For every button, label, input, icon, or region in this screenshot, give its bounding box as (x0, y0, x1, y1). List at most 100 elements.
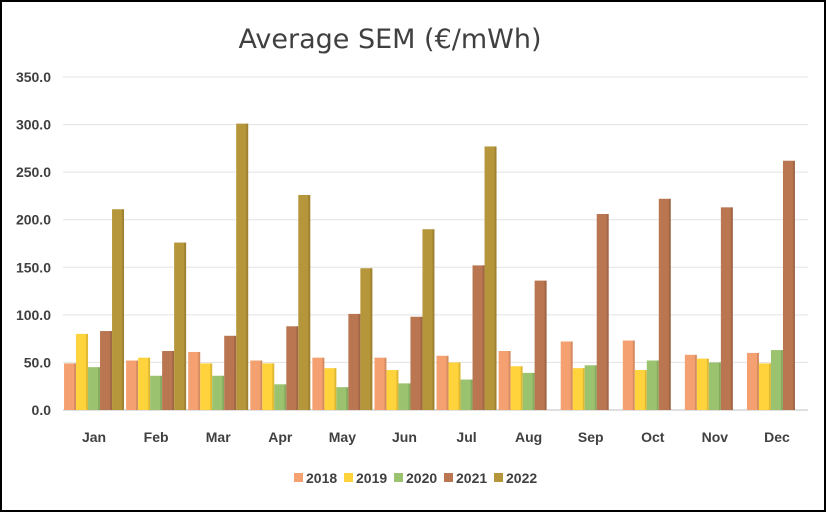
legend-swatch (494, 473, 503, 482)
legend-swatch (344, 473, 353, 482)
bar-2020-feb (150, 375, 163, 410)
x-tick-label: Sep (578, 429, 604, 445)
x-tick-label: Apr (268, 429, 293, 445)
bar-shade (792, 160, 795, 410)
bar-2021-jan (100, 331, 113, 410)
x-tick-label: Feb (144, 429, 169, 445)
bar-shade (358, 313, 361, 410)
bar-2019-jul (448, 362, 461, 410)
bar-2019-dec (758, 363, 771, 410)
x-tick-label: May (329, 429, 356, 445)
bar-2018-jan (64, 363, 77, 410)
bar-shade (520, 366, 523, 410)
legend-swatch (294, 473, 303, 482)
y-tick-label: 100.0 (16, 307, 51, 323)
bar-2018-may (312, 357, 325, 410)
bar-2021-oct (658, 198, 671, 410)
bar-shade (494, 146, 497, 410)
bar-2020-jan (88, 367, 101, 410)
bar-2021-nov (720, 207, 733, 410)
bar-2019-aug (510, 366, 523, 410)
x-tick-label: Jul (456, 429, 476, 445)
bar-2021-feb (162, 351, 175, 410)
bar-2019-oct (634, 370, 647, 410)
bar-2019-jun (386, 370, 399, 410)
bar-shade (346, 387, 349, 410)
y-tick-label: 300.0 (16, 117, 51, 133)
bar-2018-oct (622, 340, 635, 410)
legend-label: 2022 (506, 470, 537, 486)
x-tick-label: Aug (515, 429, 542, 445)
bar-2019-sep (572, 368, 585, 410)
y-tick-label: 250.0 (16, 164, 51, 180)
bar-shade (122, 209, 125, 410)
bar-2022-jul (484, 146, 497, 410)
bar-2018-mar (188, 351, 201, 410)
bar-shade (780, 350, 783, 410)
bar-shade (544, 280, 547, 410)
bar-shade (532, 372, 535, 410)
bar-2019-feb (138, 357, 151, 410)
bar-shade (210, 363, 213, 410)
bar-shade (334, 368, 337, 410)
bar-shade (148, 357, 151, 410)
bar-shade (74, 363, 77, 410)
bar-shade (694, 354, 697, 410)
bar-shade (136, 360, 139, 410)
bar-shade (432, 229, 435, 410)
bar-2019-jan (76, 333, 89, 410)
bar-shade (668, 198, 671, 410)
bar-2022-jan (112, 209, 125, 410)
bar-shade (446, 355, 449, 410)
bar-shade (110, 331, 113, 410)
bar-shade (370, 268, 373, 410)
bar-2020-dec (770, 350, 783, 410)
bar-shade (272, 363, 275, 410)
bar-2018-sep (560, 341, 573, 410)
bar-shade (246, 123, 249, 411)
bar-2020-jul (460, 379, 473, 410)
bar-2022-mar (236, 123, 249, 411)
bar-shade (718, 362, 721, 410)
y-tick-label: 150.0 (16, 259, 51, 275)
gridlines (63, 76, 808, 411)
bar-shade (260, 360, 263, 410)
bar-2022-apr (298, 194, 311, 410)
legend-label: 2020 (406, 470, 437, 486)
bar-2020-mar (212, 375, 225, 410)
bar-shade (482, 265, 485, 410)
x-tick-label: Oct (641, 429, 665, 445)
bar-shade (296, 326, 299, 410)
chart-title: Average SEM (€/mWh) (239, 24, 542, 55)
legend-swatch (394, 473, 403, 482)
bar-2018-aug (498, 351, 511, 410)
bar-2021-may (348, 313, 361, 410)
bar-shade (98, 367, 101, 410)
bar-shade (632, 340, 635, 410)
bar-2022-may (360, 268, 373, 410)
bar-shade (172, 351, 175, 410)
bar-2018-jun (374, 357, 387, 410)
y-axis: 0.0 50.0 100.0 150.0 200.0 250.0 300.0 350.0 (16, 69, 51, 418)
bar-shade (606, 214, 609, 410)
bar-shade (308, 194, 311, 410)
bar-2021-apr (286, 326, 299, 410)
bar-shade (508, 351, 511, 410)
bar-2018-nov (684, 354, 697, 410)
bar-2021-dec (782, 160, 795, 410)
x-tick-label: Dec (764, 429, 790, 445)
bar-shade (644, 370, 647, 410)
bar-2021-sep (596, 214, 609, 410)
bar-shade (470, 379, 473, 410)
bar-2018-jul (436, 355, 449, 410)
bar-2020-oct (646, 360, 659, 410)
bar-2022-feb (174, 242, 187, 410)
bar-shade (706, 358, 709, 410)
bar-2022-jun (422, 229, 435, 410)
bar-2018-dec (746, 352, 759, 410)
bar-2021-jun (410, 316, 423, 410)
bar-shade (756, 352, 759, 410)
bar-shade (594, 365, 597, 410)
bar-shade (86, 333, 89, 410)
